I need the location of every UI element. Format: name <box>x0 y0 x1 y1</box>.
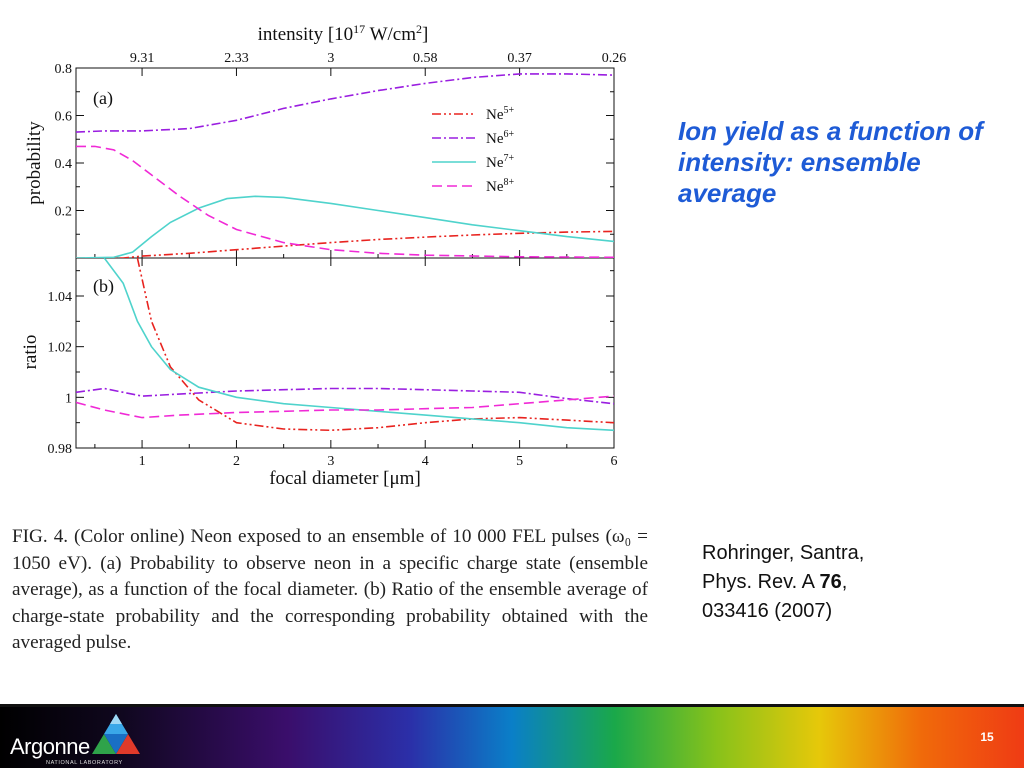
top-tick-label: 3 <box>327 51 334 66</box>
argonne-logo-subtext: NATIONAL LABORATORY <box>46 760 123 766</box>
argonne-logo-text: Argonne <box>10 734 90 759</box>
citation-journal: Phys. Rev. A <box>702 571 820 593</box>
figure-caption: FIG. 4. (Color online) Neon exposed to a… <box>12 526 648 653</box>
x-tick-label: 1 <box>139 454 146 469</box>
y-tick-label: 1.02 <box>48 341 73 356</box>
top-axis-label-superscript: 2 <box>416 22 422 36</box>
page-number: 15 <box>980 730 994 744</box>
panel-b-label: (b) <box>93 276 114 297</box>
panel-b-series-ne7 <box>103 258 614 432</box>
y-tick-label: 0.6 <box>55 110 73 125</box>
citation-comma: , <box>841 571 848 593</box>
panel-a-series-ne8 <box>76 145 614 258</box>
panel-a-series-ne7 <box>76 195 614 258</box>
footer-top-line <box>0 704 1024 707</box>
top-tick-label: 2.33 <box>224 51 249 66</box>
panel-a-label: (a) <box>93 88 113 109</box>
legend-label-base: Ne <box>486 131 504 147</box>
x-tick-label: 5 <box>516 454 523 469</box>
argonne-logo: Argonne NATIONAL LABORATORY <box>6 712 146 766</box>
panel-b-series-ne8 <box>76 395 614 419</box>
panel-a-series-ne6 <box>76 73 614 133</box>
top-axis-label-superscript: 17 <box>353 22 365 36</box>
y-tick-label: 0.8 <box>55 62 73 77</box>
citation: Rohringer, Santra, Phys. Rev. A 76, 0334… <box>702 539 942 626</box>
x-tick-label: 3 <box>327 454 334 469</box>
x-axis-label: focal diameter [μm] <box>269 468 421 489</box>
y-tick-label: 1.04 <box>48 290 73 305</box>
legend-label-superscript: 8+ <box>504 177 515 188</box>
legend-label-base: Ne <box>486 107 504 123</box>
x-tick-label: 6 <box>611 454 618 469</box>
top-axis-label: intensity [1017 W/cm2] <box>258 22 429 45</box>
top-tick-label: 0.37 <box>507 51 532 66</box>
top-tick-label: 0.26 <box>602 51 627 66</box>
legend-label-ne6: Ne6+ <box>486 129 515 147</box>
y-tick-label: 1 <box>65 391 72 406</box>
x-tick-label: 4 <box>422 454 429 469</box>
y-tick-label: 0.4 <box>55 157 73 172</box>
panel-a-series-ne5 <box>76 230 614 258</box>
top-axis-label-part: ] <box>422 24 428 45</box>
argonne-logo-icon <box>92 714 140 754</box>
citation-volume: 76 <box>819 571 842 593</box>
footer-bar: Argonne NATIONAL LABORATORY 15 <box>0 704 1024 768</box>
legend-label-ne7: Ne7+ <box>486 153 515 171</box>
top-axis-label-part: W/cm <box>365 24 416 45</box>
citation-article: 033416 (2007) <box>702 600 833 622</box>
legend-label-superscript: 5+ <box>504 105 515 116</box>
top-tick-label: 9.31 <box>130 51 155 66</box>
legend-label-base: Ne <box>486 179 504 195</box>
legend-label-ne5: Ne5+ <box>486 105 515 123</box>
y-tick-label: 0.98 <box>48 442 73 457</box>
citation-authors: Rohringer, Santra, <box>702 542 865 564</box>
y-tick-label: 0.2 <box>55 205 73 220</box>
legend-label-ne8: Ne8+ <box>486 177 515 195</box>
legend-label-superscript: 7+ <box>504 153 515 164</box>
slide-heading: Ion yield as a function of intensity: en… <box>678 116 983 208</box>
top-axis-label-part: intensity [10 <box>258 24 354 45</box>
panel-b-frame <box>75 257 615 449</box>
y-axis-label: probability <box>24 121 45 205</box>
x-tick-label: 2 <box>233 454 240 469</box>
panel-b-series-ne5 <box>136 258 614 432</box>
legend-label-superscript: 6+ <box>504 129 515 140</box>
panel-b-series-ne6 <box>76 387 614 405</box>
legend-label-base: Ne <box>486 155 504 171</box>
figure: 1 2 3 4 5 6 9.31 2.33 3 0.58 0.37 0.26 0.2 0.4 0.6 0.8 0… <box>20 22 627 489</box>
y-axis-label: ratio <box>20 335 41 370</box>
top-tick-label: 0.58 <box>413 51 438 66</box>
